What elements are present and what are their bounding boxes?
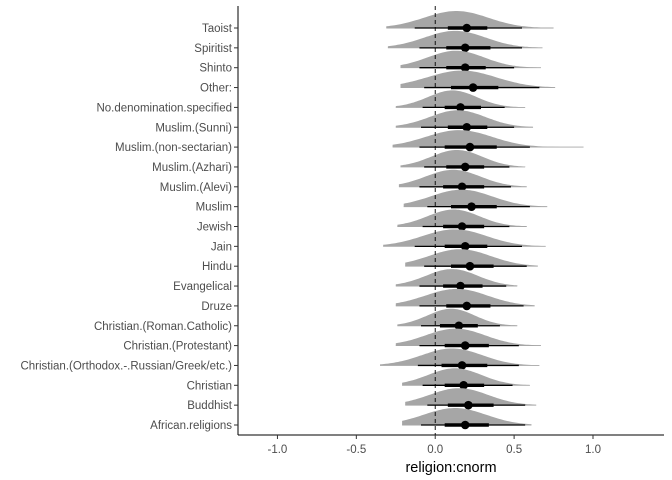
estimate-row-12: [405, 249, 538, 271]
median-point: [460, 63, 470, 72]
y-tick-label: Evangelical: [173, 281, 232, 293]
median-point: [468, 83, 478, 92]
y-tick-label: Christian.(Protestant): [123, 341, 232, 353]
median-point: [460, 43, 470, 53]
estimate-row-19: [405, 388, 537, 410]
estimate-row-2: [400, 50, 541, 72]
median-point: [456, 281, 465, 291]
estimate-row-13: [395, 269, 518, 291]
density-shape: [405, 249, 538, 267]
estimate-row-9: [403, 189, 548, 211]
density-shape: [397, 308, 518, 326]
density-shape: [395, 288, 535, 306]
median-point: [457, 182, 467, 192]
y-tick-label: Christian: [187, 380, 232, 392]
median-point: [459, 381, 468, 390]
y-tick-label: Muslim: [196, 202, 232, 214]
estimate-row-14: [395, 288, 535, 311]
density-shape: [397, 209, 527, 227]
estimate-row-4: [395, 90, 526, 112]
x-tick-label: 1.0: [585, 444, 601, 456]
x-tick-label: 0.5: [506, 444, 522, 456]
y-tick-label: Jain: [211, 241, 232, 253]
estimate-row-16: [395, 328, 541, 350]
estimate-row-17: [380, 348, 540, 370]
y-tick-label: Muslim.(non-sectarian): [115, 142, 232, 154]
median-point: [454, 321, 464, 331]
estimate-row-6: [392, 130, 584, 152]
median-point: [462, 301, 472, 311]
density-shape: [400, 70, 556, 88]
density-shape: [387, 30, 543, 48]
median-point: [465, 261, 475, 271]
median-point: [456, 103, 465, 112]
median-point: [464, 400, 473, 410]
y-tick-label: Christian.(Orthodox.-.Russian/Greek/etc.…: [20, 360, 232, 372]
estimate-row-20: [402, 408, 532, 430]
estimate-row-8: [398, 169, 527, 192]
median-point: [457, 222, 467, 231]
density-shape: [402, 408, 532, 425]
y-tick-label: Jewish: [197, 222, 232, 234]
y-tick-label: Muslim.(Azhari): [152, 162, 232, 174]
density-shape: [383, 229, 546, 247]
median-point: [467, 202, 476, 211]
density-shape: [395, 90, 526, 108]
y-tick-label: Muslim.(Alevi): [160, 182, 232, 194]
y-tick-label: Muslim.(Sunni): [155, 122, 232, 134]
density-shape: [380, 348, 540, 366]
estimate-row-1: [387, 30, 543, 53]
estimate-row-3: [400, 70, 556, 92]
density-shape: [402, 368, 530, 386]
y-tick-label: Spiritist: [194, 43, 233, 55]
estimate-row-15: [397, 308, 518, 331]
density-shape: [405, 388, 537, 406]
estimate-row-7: [400, 150, 526, 172]
estimate-row-0: [386, 11, 554, 33]
estimate-row-18: [402, 368, 530, 390]
density-shape: [395, 269, 518, 287]
median-point: [462, 23, 472, 33]
y-axis: Taoist Spiritist Shinto Other: No.denominati…: [20, 6, 239, 435]
density-shape: [395, 328, 541, 346]
y-tick-label: Hindu: [202, 261, 232, 273]
y-tick-label: African.religions: [150, 420, 232, 432]
estimate-row-5: [395, 110, 534, 132]
y-tick-label: Druze: [201, 301, 232, 313]
x-tick-label: -1.0: [268, 444, 288, 456]
median-point: [462, 122, 472, 132]
median-point: [460, 341, 470, 350]
plot-area: [380, 11, 584, 430]
y-tick-label: Shinto: [199, 63, 232, 75]
y-tick-label: Buddhist: [187, 400, 233, 412]
estimate-row-11: [383, 229, 546, 251]
density-shape: [398, 169, 527, 187]
x-axis-title: religion:cnorm: [405, 460, 496, 476]
median-point: [460, 420, 470, 430]
x-tick-label: -0.5: [346, 444, 366, 456]
density-shape: [395, 110, 533, 128]
x-tick-label: 0.0: [427, 444, 443, 456]
median-point: [465, 142, 475, 152]
median-point: [460, 242, 470, 251]
median-point: [460, 162, 470, 172]
density-shape: [400, 150, 526, 167]
density-shape: [386, 11, 554, 28]
y-tick-label: Taoist: [202, 23, 233, 35]
density-shape: [400, 50, 541, 68]
y-tick-label: No.denomination.specified: [96, 102, 232, 114]
y-tick-label: Christian.(Roman.Catholic): [94, 321, 232, 333]
density-shape: [403, 189, 548, 207]
y-tick-label: Other:: [200, 83, 232, 95]
estimate-row-10: [397, 209, 527, 231]
density-shape: [392, 130, 584, 148]
median-point: [457, 361, 467, 370]
x-axis: -1.0 -0.5 0.0 0.5 1.0: [238, 434, 664, 456]
